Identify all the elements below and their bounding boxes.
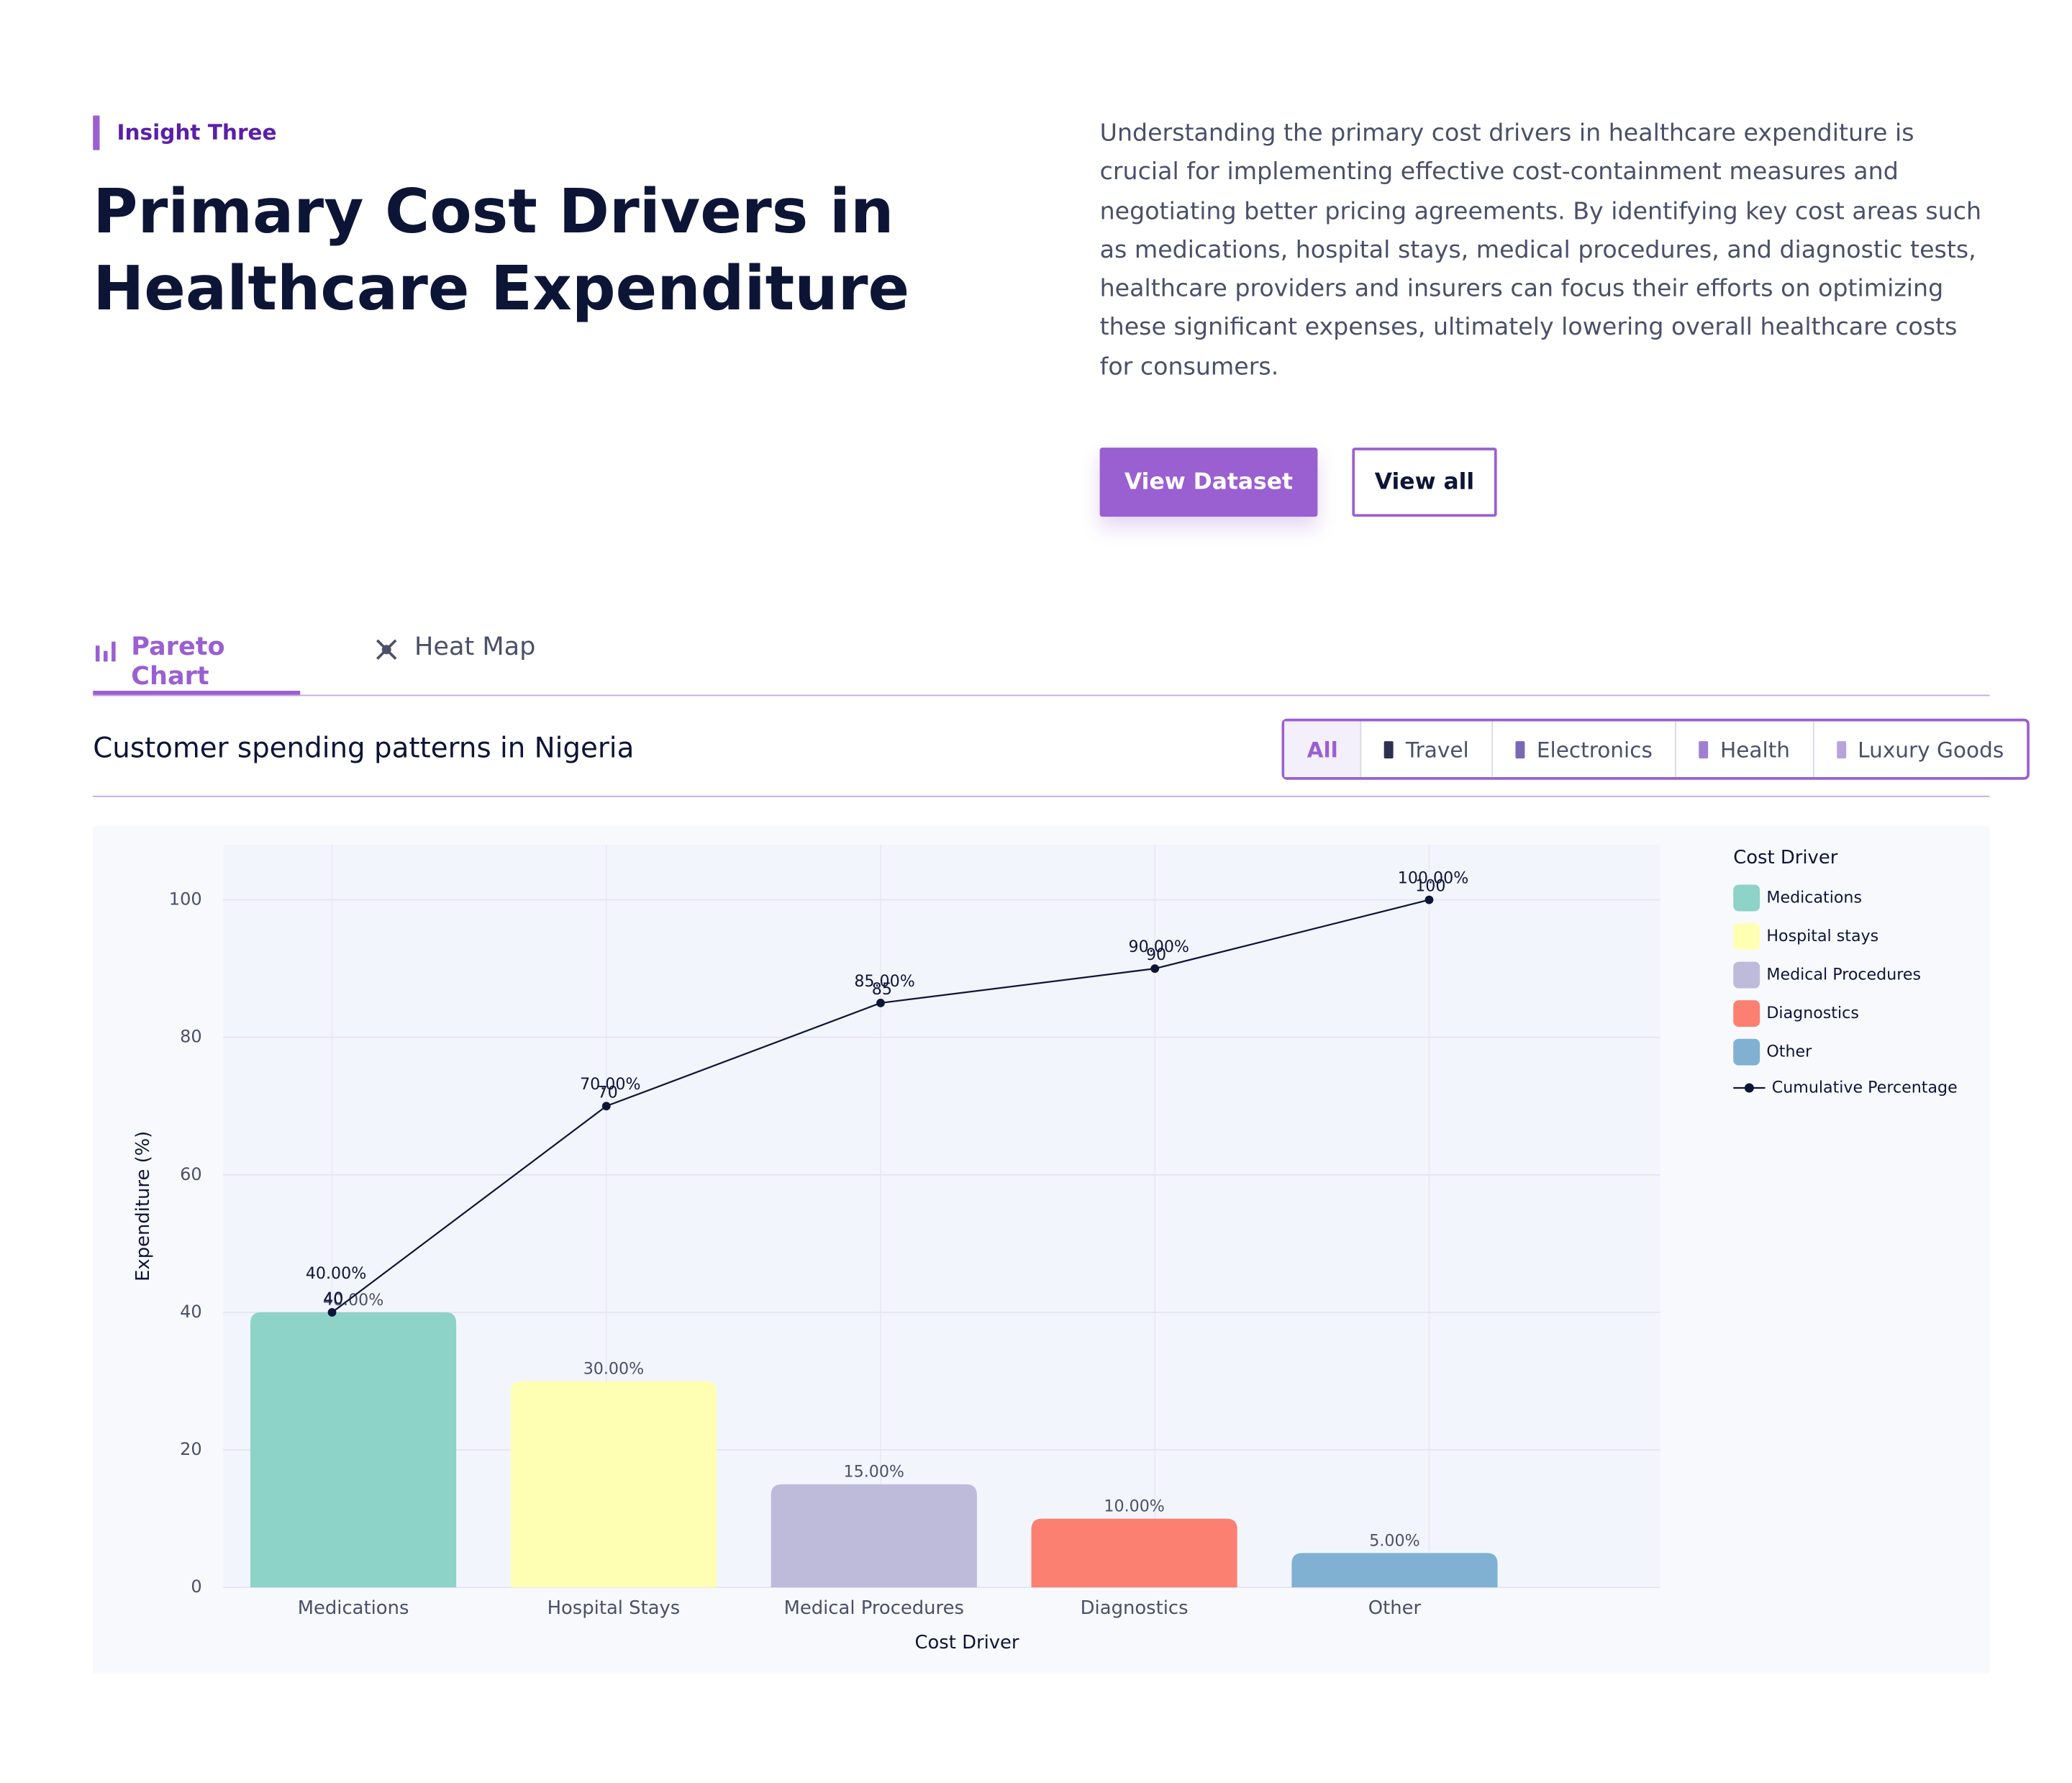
y-tick-label: 80	[180, 1027, 202, 1047]
bar	[1031, 1518, 1237, 1588]
x-tick-label: Diagnostics	[1081, 1597, 1189, 1619]
bar-icon	[95, 641, 116, 662]
bar-value-label: 5.00%	[1369, 1531, 1419, 1550]
line-point	[601, 1102, 611, 1111]
x-axis-label: Cost Driver	[914, 1632, 1019, 1653]
y-tick-label: 0	[191, 1576, 201, 1597]
bar-value-label: 40.00%	[323, 1291, 383, 1310]
line-number-label: 70	[598, 1083, 618, 1102]
line-number-label: 40	[323, 1289, 343, 1308]
tab[interactable]: Heat Map	[372, 632, 535, 697]
swatch	[1836, 740, 1846, 758]
legend-label: Cumulative Percentage	[1772, 1079, 1958, 1097]
filter-label: Health	[1720, 736, 1791, 762]
x-tick-label: Other	[1368, 1597, 1422, 1619]
legend-swatch	[1733, 884, 1760, 912]
line-value-label: 70.00%	[580, 1075, 640, 1094]
swatch	[1699, 740, 1709, 758]
line-number-label: 90	[1146, 945, 1166, 964]
swatch	[1384, 740, 1394, 758]
y-tick-label: 20	[180, 1439, 202, 1459]
legend-label: Other	[1766, 1043, 1812, 1061]
bar	[771, 1484, 977, 1588]
line-number-label: 85	[872, 980, 892, 999]
eyebrow: Insight Three	[93, 115, 277, 150]
line-point	[1424, 895, 1434, 904]
legend-swatch	[1733, 1000, 1760, 1027]
tab[interactable]: Pareto Chart	[93, 632, 301, 697]
view-all-button[interactable]: View all	[1352, 448, 1497, 517]
legend-swatch	[1733, 1038, 1760, 1066]
legend-label: Medical Procedures	[1766, 966, 1921, 984]
filter-label: Electronics	[1536, 736, 1653, 762]
line-value-label: 40.00%	[306, 1264, 366, 1283]
bar	[510, 1381, 717, 1588]
swatch	[1515, 740, 1525, 758]
line-value-label: 90.00%	[1129, 938, 1189, 956]
filter-label: Luxury Goods	[1858, 736, 2004, 762]
tab-label: Heat Map	[414, 632, 536, 662]
bar-value-label: 10.00%	[1104, 1497, 1164, 1515]
filter[interactable]: All	[1284, 721, 1361, 778]
x-tick-label: Medications	[298, 1597, 409, 1619]
filter[interactable]: Travel	[1360, 721, 1491, 778]
y-tick-label: 100	[169, 889, 202, 909]
filter-label: All	[1307, 736, 1338, 762]
legend-label: Diagnostics	[1766, 1004, 1858, 1022]
bar-value-label: 15.00%	[844, 1463, 904, 1482]
bar	[250, 1312, 457, 1588]
y-axis-label: Expenditure (%)	[132, 1131, 154, 1281]
filter-group: All Travel Electronics Health Luxury Goo…	[1281, 718, 2030, 780]
y-tick-label: 40	[180, 1302, 202, 1322]
heat-icon	[376, 639, 397, 660]
legend-swatch	[1733, 961, 1760, 989]
tab-label: Pareto Chart	[131, 632, 225, 691]
line-number-label: 100	[1415, 877, 1445, 896]
filter[interactable]: Electronics	[1491, 721, 1675, 778]
bar	[1291, 1553, 1498, 1588]
divider	[93, 694, 1990, 697]
legend-swatch	[1733, 923, 1760, 951]
plot-area	[223, 845, 1660, 1588]
bar-value-label: 30.00%	[583, 1359, 644, 1378]
filter-label: Travel	[1405, 736, 1469, 762]
legend-label: Hospital stays	[1766, 927, 1878, 945]
x-tick-label: Medical Procedures	[784, 1597, 964, 1619]
x-tick-label: Hospital Stays	[547, 1597, 681, 1619]
legend-label: Medications	[1766, 889, 1862, 907]
view-dataset-button[interactable]: View Dataset	[1099, 448, 1318, 517]
line-point	[1150, 964, 1160, 974]
line-value-label: 85.00%	[854, 972, 914, 991]
line-value-label: 100.00%	[1398, 869, 1469, 888]
line-point	[327, 1308, 337, 1317]
line-point	[876, 999, 885, 1007]
y-tick-label: 60	[180, 1164, 202, 1184]
filter[interactable]: Health	[1675, 721, 1812, 778]
divider	[93, 795, 1990, 797]
legend-title: Cost Driver	[1733, 847, 1837, 868]
filter[interactable]: Luxury Goods	[1812, 721, 2026, 778]
page-title: Primary Cost Drivers in Healthcare Expen…	[93, 175, 910, 325]
chart-subtitle: Customer spending patterns in Nigeria	[93, 732, 635, 764]
description: Understanding the primary cost drivers i…	[1099, 119, 1982, 381]
legend-marker	[1744, 1083, 1754, 1093]
